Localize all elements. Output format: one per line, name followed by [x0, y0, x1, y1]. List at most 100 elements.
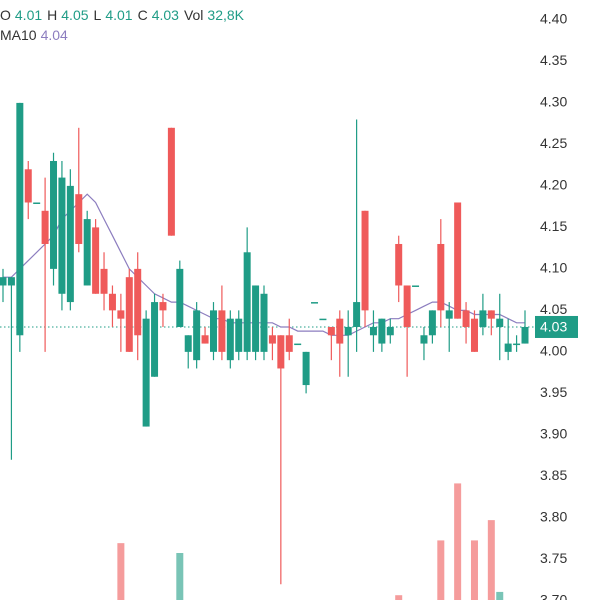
candle-body	[167, 127, 175, 236]
legend: O 4.01 H 4.05 L 4.01 C 4.03 Vol 32,8K	[0, 7, 245, 23]
candle-body	[386, 326, 394, 336]
candle-body	[395, 243, 403, 286]
candle-body	[462, 310, 470, 327]
candle-body	[285, 335, 293, 352]
candle-body	[201, 335, 209, 344]
price-tag-label: 4.03	[540, 319, 567, 335]
candle-body	[268, 335, 276, 344]
candle-body	[479, 310, 487, 327]
y-tick-label: 3.80	[540, 509, 567, 525]
candle-body	[0, 277, 7, 286]
y-tick-label: 4.40	[540, 11, 567, 27]
candle-body	[33, 202, 41, 204]
legend-label: C	[138, 7, 148, 23]
y-tick-label: 4.20	[540, 177, 567, 193]
candle-body	[336, 318, 344, 344]
legend-value: 32,8K	[207, 7, 244, 23]
candle-body	[369, 326, 377, 336]
candle-body	[142, 318, 150, 427]
candle-body	[134, 268, 142, 336]
candle-body	[151, 302, 159, 377]
volume-bar	[437, 540, 445, 600]
candle-body	[125, 277, 133, 352]
candle-body	[117, 310, 125, 319]
candle-body	[193, 310, 201, 361]
candle-body	[454, 202, 462, 319]
candle-body	[209, 310, 217, 352]
y-tick-label: 4.10	[540, 260, 567, 276]
legend-label: L	[94, 7, 102, 23]
candle-body	[521, 326, 529, 344]
candle-body	[24, 169, 32, 203]
ma-legend: MA10 4.04	[0, 27, 68, 43]
y-tick-label: 4.25	[540, 135, 567, 151]
candle-body	[412, 285, 420, 287]
candle-body	[378, 318, 386, 344]
volume-bar	[117, 543, 125, 600]
candle-body	[487, 310, 495, 319]
candle-body	[319, 318, 327, 321]
y-tick-label: 4.05	[540, 301, 567, 317]
ma-label: MA10	[0, 27, 37, 43]
y-tick-label: 3.70	[540, 592, 567, 600]
legend-value: 4.05	[61, 7, 88, 23]
candle-body	[176, 268, 184, 327]
candle-body	[277, 335, 285, 369]
legend-label: H	[47, 7, 57, 23]
legend-value: 4.03	[152, 7, 179, 23]
candle-body	[243, 252, 251, 352]
candle-body	[184, 335, 192, 352]
candle-body	[16, 102, 24, 336]
y-tick-label: 3.90	[540, 426, 567, 442]
volume-bar	[454, 483, 462, 600]
y-tick-label: 4.00	[540, 343, 567, 359]
candle-body	[7, 277, 15, 286]
candle-body	[311, 302, 319, 304]
price-tag	[535, 315, 578, 338]
candle-body	[252, 285, 260, 352]
candle-body	[83, 219, 91, 286]
candle-body	[58, 177, 66, 294]
candle-body	[260, 293, 268, 352]
candle-body	[100, 268, 108, 294]
candle-body	[159, 302, 167, 311]
legend-label: O	[0, 7, 11, 23]
candle-body	[496, 318, 504, 327]
candle-body	[294, 343, 302, 346]
candle-body	[353, 302, 361, 327]
candle-body	[66, 185, 74, 303]
candle-body	[327, 326, 335, 336]
candle-body	[226, 318, 234, 361]
y-tick-label: 3.75	[540, 550, 567, 566]
candle-body	[235, 318, 243, 352]
candle-body	[108, 293, 116, 311]
candle-body	[437, 243, 445, 311]
candle-body	[504, 343, 512, 352]
legend-value: 4.01	[105, 7, 132, 23]
y-tick-label: 4.35	[540, 52, 567, 68]
candle-body	[41, 210, 49, 244]
y-tick-label: 4.15	[540, 218, 567, 234]
candle-body	[75, 194, 83, 244]
candle-body	[513, 343, 521, 346]
candle-body	[420, 335, 428, 344]
ma-value: 4.04	[41, 27, 68, 43]
candle-body	[50, 160, 58, 269]
y-tick-label: 3.95	[540, 384, 567, 400]
candle-body	[344, 326, 352, 336]
legend-label: Vol	[184, 7, 203, 23]
candle-body	[403, 285, 411, 327]
candle-body	[361, 210, 369, 311]
volume-bar	[395, 595, 403, 600]
candle-body	[445, 310, 453, 319]
y-tick-label: 3.85	[540, 467, 567, 483]
legend-value: 4.01	[15, 7, 42, 23]
volume-bar	[496, 591, 504, 600]
candle-body	[428, 310, 436, 336]
y-tick-label: 4.30	[540, 94, 567, 110]
volume-bar	[176, 553, 184, 600]
candle-body	[470, 318, 478, 352]
candle-body	[302, 351, 310, 386]
volume-bar	[487, 520, 495, 600]
